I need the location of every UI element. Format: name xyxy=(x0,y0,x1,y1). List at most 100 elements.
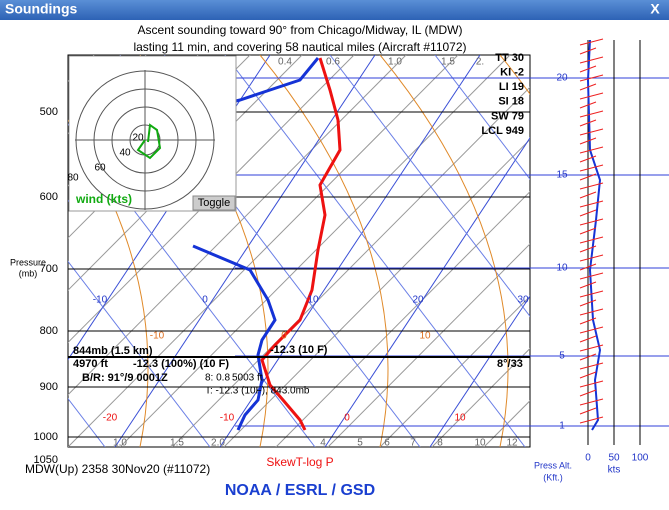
wind-barb xyxy=(579,335,597,343)
isotherm-label: 0 xyxy=(202,295,208,306)
isotherm-label: 0 xyxy=(281,331,287,342)
wind-barb xyxy=(579,65,597,73)
wind-barb xyxy=(579,191,597,199)
wind-barb xyxy=(579,218,604,226)
org-label: NOAA / ESRL / GSD xyxy=(225,482,375,499)
wind-barb xyxy=(579,308,604,316)
pressure-axis-unit: (mb) xyxy=(19,268,38,278)
wind-barb xyxy=(579,272,604,280)
readout-level: 844mb (1.5 km) xyxy=(73,345,153,357)
altitude-label: 1 xyxy=(559,421,565,432)
isotherm-gray xyxy=(431,347,530,447)
mixing-ratio-label: 2. xyxy=(476,57,484,68)
isotherm-blue xyxy=(640,55,669,447)
wind-label: wind (kts) xyxy=(75,192,132,206)
speed-unit: kts xyxy=(608,465,621,476)
wind-barb xyxy=(579,209,597,217)
altitude-label: 15 xyxy=(556,170,568,181)
isotherm-label: -20 xyxy=(103,413,118,424)
isotherm-gray xyxy=(536,55,669,447)
wind-barb xyxy=(579,101,597,109)
pressure-tick-label: 1000 xyxy=(34,431,58,443)
altitude-label: 5 xyxy=(559,351,565,362)
wind-barb xyxy=(579,119,597,127)
wind-barb xyxy=(579,344,604,352)
readout-mix: 8: 0.8 xyxy=(205,373,230,384)
toggle-button[interactable] xyxy=(192,195,236,211)
isotherm-label: 20 xyxy=(412,295,424,306)
hodograph-trace xyxy=(136,123,162,160)
mixing-ratio-label: 6 xyxy=(384,438,390,449)
stability-index: LI 19 xyxy=(499,81,524,93)
mixing-ratio-label: 10 xyxy=(474,438,486,449)
wind-barb xyxy=(579,128,604,136)
adiabat-blue xyxy=(540,55,669,447)
mixing-ratio-label: 1.0 xyxy=(113,438,127,449)
isotherm-label: -10 xyxy=(220,413,235,424)
wind-barb xyxy=(579,254,604,262)
wind-barb xyxy=(579,137,597,145)
stability-index: SI 18 xyxy=(498,96,524,108)
adiabat-orange xyxy=(620,55,669,447)
isotherm-blue xyxy=(535,55,669,447)
stability-index: TT 30 xyxy=(495,52,524,64)
wind-barb xyxy=(579,389,597,397)
adiabat-blue xyxy=(68,260,211,447)
adiabat-blue xyxy=(224,55,526,447)
adiabat-orange xyxy=(68,119,149,447)
wind-barb xyxy=(579,47,597,55)
isotherm-label: 0 xyxy=(344,413,350,424)
wind-barb xyxy=(579,110,604,118)
isotherm-gray xyxy=(275,190,530,447)
isotherm-label: 30 xyxy=(517,295,529,306)
mixing-ratio-label: 7 xyxy=(410,438,416,449)
close-button[interactable]: X xyxy=(650,1,660,17)
hodograph-box xyxy=(68,55,237,212)
adiabat-orange xyxy=(0,55,28,447)
wind-barb xyxy=(579,263,597,271)
stability-index: KI -2 xyxy=(500,67,524,79)
isotherm-gray xyxy=(171,86,530,447)
wind-barb xyxy=(579,398,604,406)
readout-height: 4970 ft xyxy=(73,358,108,370)
wind-barb xyxy=(579,227,597,235)
title-bar xyxy=(0,0,669,20)
pressure-axis-label: Pressure xyxy=(10,257,46,267)
isotherm-gray xyxy=(379,295,530,447)
isotherm-label: -10 xyxy=(150,331,165,342)
sounding-line2: lasting 11 min, and covering 58 nautical… xyxy=(133,40,466,54)
readout-alt: 5003 ft. xyxy=(232,373,265,384)
pressure-tick-label: 800 xyxy=(40,325,58,337)
wind-barb xyxy=(579,380,604,388)
wind-barb xyxy=(579,146,604,154)
isotherm-gray xyxy=(223,138,530,447)
adiabat-blue xyxy=(68,123,316,447)
mixing-ratio-label: 1.0 xyxy=(388,57,402,68)
isotherm-gray xyxy=(640,55,669,447)
wind-barb xyxy=(579,326,604,334)
toggle-label: Toggle xyxy=(198,197,230,209)
isotherm-gray xyxy=(327,243,530,447)
sounding-line1: Ascent sounding toward 90° from Chicago/… xyxy=(138,23,463,37)
hodograph-ring-label: 80 xyxy=(67,173,79,184)
wind-barb xyxy=(579,83,597,91)
altitude-label: 20 xyxy=(556,73,568,84)
wind-barb xyxy=(579,38,604,46)
wind-barb xyxy=(579,92,604,100)
wind-barb xyxy=(579,299,597,307)
wind-barb xyxy=(579,290,604,298)
isotherm-label: 10 xyxy=(454,413,466,424)
wind-barb xyxy=(579,407,597,415)
temperature-profile xyxy=(260,57,342,431)
mixing-ratio-label: 0.6 xyxy=(326,57,340,68)
adiabat-blue xyxy=(329,55,530,318)
wind-barb xyxy=(579,164,604,172)
wind-barb xyxy=(579,200,604,208)
isotherm-blue xyxy=(219,55,481,447)
isotherm-gray xyxy=(588,55,669,447)
dewpoint-profile-low xyxy=(192,244,277,431)
wind-barb xyxy=(579,173,597,181)
readout-t-line: T: -12.3 (10F), 843.0mb xyxy=(205,386,310,397)
wind-barb xyxy=(579,182,604,190)
